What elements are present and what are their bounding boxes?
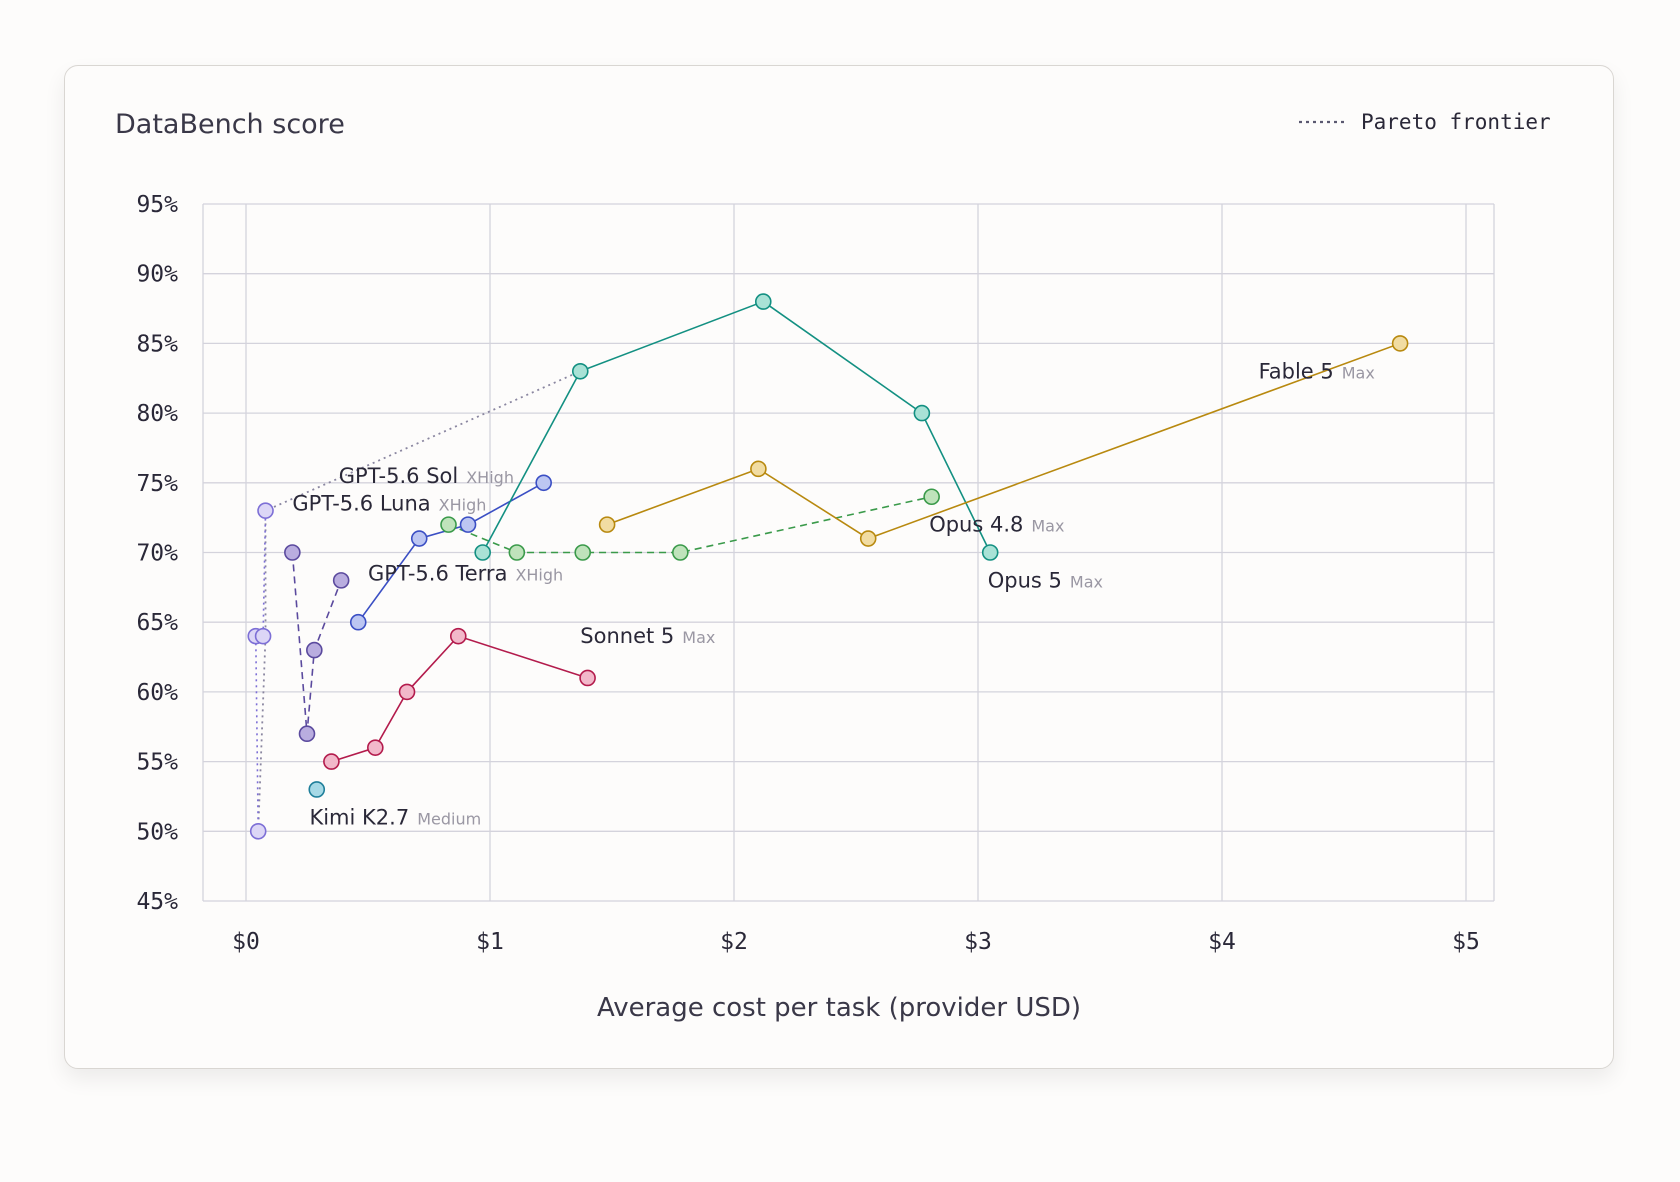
fable-5-label: Fable 5 Max [1259,359,1375,383]
gpt-5-6-luna-name: GPT-5.6 Luna [292,492,430,516]
opus-4-8-line [448,495,932,554]
opus-5-point [754,293,772,310]
grid [202,203,1495,902]
gpt-5-6-sol-name: GPT-5.6 Sol [339,464,459,488]
x-tick-label: $0 [232,929,260,955]
gpt-5-6-terra-label: GPT-5.6 Terra XHigh [368,561,563,585]
opus-4-8-point [508,544,526,561]
fable-5-point [859,530,877,547]
gpt-5-6-luna-effort: XHigh [439,496,487,515]
x-tick-label: $2 [720,929,748,955]
opus-5-effort: Max [1070,572,1103,591]
sonnet-5-point [323,753,340,770]
sonnet-5-point [398,683,416,701]
opus-4-8-name: Opus 4.8 [929,513,1023,537]
legend: Pareto frontier [1299,110,1551,134]
y-tick-label: 95% [136,192,178,218]
axis-ticks: 45% 50% 55% 60% 65% 70% 75% 80% 85% 90% 95% $0 $1 $2 $… [136,192,1479,955]
gpt-5-6-terra-point [284,544,301,561]
x-tick-label: $3 [964,929,992,955]
opus-4-8-point [923,488,940,506]
series-points [247,293,1409,840]
x-tick-label: $5 [1452,929,1480,955]
y-tick-label: 55% [136,750,178,776]
gpt-5-6-luna-label: GPT-5.6 Luna XHigh [292,492,486,516]
fable-5-point [598,516,616,533]
sonnet-5-point [579,669,596,687]
pareto-frontier-line [257,370,581,832]
opus-4-8-point [672,544,689,561]
kimi-k2-7-name: Kimi K2.7 [309,805,409,829]
sonnet-5-label: Sonnet 5 Max [580,624,715,648]
chart-card [64,65,1614,1069]
kimi-k2-7-point [308,781,326,798]
sonnet-5-name: Sonnet 5 [580,624,674,648]
y-tick-label: 90% [136,262,178,288]
y-tick-label: 50% [136,819,178,845]
fable-5-point [750,460,767,478]
y-axis-title: DataBench score [115,109,345,140]
legend-pareto-label: Pareto frontier [1361,110,1551,134]
sonnet-5-point [449,627,467,645]
fable-5-line [606,342,1401,540]
gpt-5-6-sol-line [357,482,545,623]
opus-4-8-label: Opus 4.8 Max [929,513,1064,537]
gpt-5-6-sol-point [410,530,428,547]
gpt-5-6-luna-point [249,822,267,840]
sonnet-5-point [367,739,384,756]
pareto-frontier [257,370,581,832]
gpt-5-6-terra-point [332,572,350,589]
gpt-5-6-luna-point [257,502,274,519]
gpt-5-6-terra-line [291,552,342,734]
sonnet-5-effort: Max [682,628,715,647]
y-tick-label: 75% [136,471,178,497]
kimi-k2-7-label: Kimi K2.7 Medium [309,805,481,829]
y-tick-label: 70% [136,541,178,567]
opus-4-8-point [440,516,457,533]
opus-5-label: Opus 5 Max [988,568,1103,592]
x-tick-label: $1 [476,929,504,955]
y-tick-label: 65% [136,610,178,636]
opus-4-8-effort: Max [1031,517,1064,536]
gpt-5-6-terra-name: GPT-5.6 Terra [368,561,507,585]
opus-5-point [981,544,999,561]
y-tick-label: 85% [136,331,178,357]
x-axis-title: Average cost per task (provider USD) [597,993,1081,1023]
opus-5-name: Opus 5 [988,568,1062,592]
kimi-k2-7-effort: Medium [417,809,481,828]
gpt-5-6-terra-point [298,725,316,743]
gpt-5-6-sol-point [459,516,477,533]
gpt-5-6-sol-point [349,613,367,631]
fable-5-effort: Max [1342,363,1375,382]
y-tick-label: 60% [136,680,178,706]
opus-5-point [913,404,931,422]
gpt-5-6-luna-point [254,627,272,645]
gpt-5-6-terra-point [306,641,323,659]
y-tick-label: 80% [136,401,178,427]
opus-5-point [474,544,491,561]
gpt-5-6-terra-effort: XHigh [515,565,563,584]
gpt-5-6-sol-label: GPT-5.6 Sol XHigh [339,464,514,488]
fable-5-point [1391,335,1409,352]
gpt-5-6-sol-point [535,474,552,492]
opus-4-8-point [574,544,592,561]
opus-5-point [571,362,589,380]
y-tick-label: 45% [136,889,178,915]
x-tick-label: $4 [1208,929,1236,955]
fable-5-name: Fable 5 [1259,359,1334,383]
gpt-5-6-sol-effort: XHigh [466,468,514,487]
opus-5-line [481,300,991,553]
